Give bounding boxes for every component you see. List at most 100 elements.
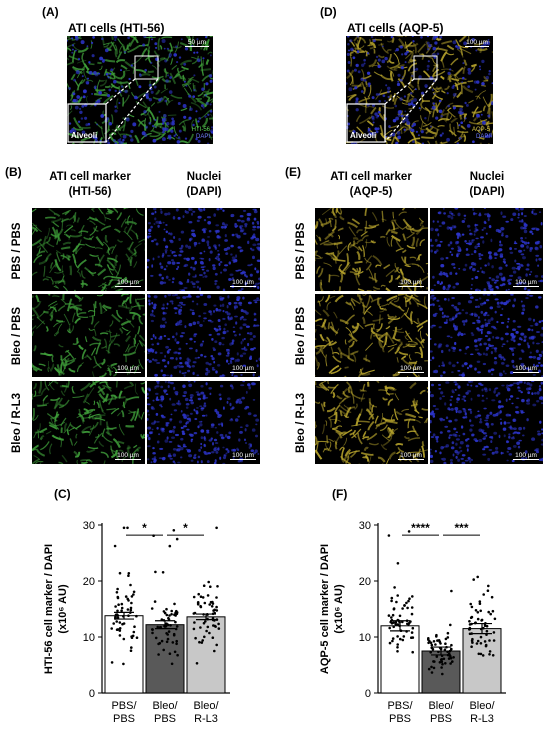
scale-bar-label: 100 µm — [400, 452, 422, 459]
data-point — [435, 633, 438, 637]
y-tick-label: 30 — [359, 520, 371, 532]
data-point — [166, 633, 169, 636]
data-point — [396, 635, 399, 638]
data-point — [161, 571, 165, 574]
data-point — [411, 636, 415, 639]
data-point — [135, 614, 138, 618]
scale-bar-label: 100 µm — [515, 452, 537, 459]
data-point — [403, 604, 406, 607]
data-point — [129, 606, 133, 610]
data-point — [430, 643, 434, 647]
data-point — [429, 651, 432, 654]
data-point — [116, 596, 120, 600]
data-point — [157, 653, 160, 656]
data-point — [132, 593, 135, 596]
bar — [421, 650, 461, 694]
data-point — [118, 634, 122, 637]
x-tick-label: Bleo/R-L3 — [469, 700, 495, 725]
data-point — [166, 637, 170, 641]
row-label-bleo-pbs-b: Bleo / PBS — [11, 306, 23, 366]
data-point — [167, 630, 171, 633]
data-point — [170, 662, 174, 666]
data-point — [388, 641, 392, 645]
data-point — [210, 605, 214, 608]
bar — [145, 624, 185, 694]
y-axis-label: HTI-56 cell marker / DAPI (x10⁶ AU) — [43, 544, 69, 674]
data-point — [215, 643, 218, 647]
data-point — [410, 631, 414, 634]
significance-label: * — [183, 521, 188, 535]
data-point — [484, 643, 488, 647]
data-point — [213, 649, 216, 653]
scale-bar-line — [513, 372, 539, 373]
data-point — [387, 614, 391, 617]
data-point — [444, 642, 447, 645]
data-point — [110, 627, 113, 630]
scale-bar-line — [398, 459, 424, 460]
scale-bar-line — [398, 286, 424, 287]
micrograph-hti56-dapi-row2: 100 µm — [147, 294, 260, 377]
data-point — [196, 601, 200, 604]
data-point — [493, 617, 497, 621]
data-point — [390, 616, 393, 619]
data-point — [162, 648, 165, 652]
data-point — [427, 637, 430, 640]
data-point — [124, 595, 128, 598]
data-point — [209, 585, 212, 588]
scale-bar: 100 µm — [230, 365, 256, 374]
data-point — [116, 587, 119, 591]
zoom-guide-line — [384, 78, 438, 143]
data-point — [199, 626, 202, 629]
data-point — [471, 641, 474, 644]
chart-hti56-quantification: HTI-56 cell marker / DAPI (x10⁶ AU) 0 10 20 3… — [43, 520, 230, 725]
data-point — [437, 650, 440, 654]
data-point — [399, 637, 402, 641]
data-point — [122, 622, 126, 625]
scale-bar: 50 µm — [185, 39, 209, 48]
data-point — [168, 652, 172, 655]
data-point — [171, 641, 175, 644]
data-point — [405, 601, 408, 605]
micrograph-aqp5-dapi-row2: 100 µm — [430, 294, 543, 377]
bar — [462, 628, 502, 694]
data-point — [450, 643, 453, 647]
scale-bar: 100 µm — [115, 279, 141, 288]
data-point — [436, 639, 439, 642]
data-point — [118, 627, 122, 630]
data-point — [211, 617, 215, 620]
data-point — [199, 604, 202, 608]
data-point — [131, 634, 135, 638]
scale-bar-label: 100 µm — [117, 365, 139, 372]
micrograph-hti56-marker-row2: 100 µm — [32, 294, 145, 377]
panel-d-label: (D) — [320, 5, 337, 19]
data-point — [126, 608, 130, 611]
data-point — [215, 609, 219, 612]
data-point — [452, 656, 455, 659]
data-point — [120, 606, 124, 610]
data-point — [444, 637, 448, 641]
data-point — [435, 655, 439, 658]
significance-label: **** — [411, 521, 430, 535]
data-point — [132, 630, 136, 634]
data-point — [394, 622, 397, 626]
data-point — [396, 562, 400, 565]
data-point — [114, 605, 117, 608]
data-point — [401, 638, 405, 642]
data-point — [406, 622, 409, 626]
data-point — [396, 650, 399, 653]
scale-bar-label: 100 µm — [232, 452, 254, 459]
data-point — [396, 594, 399, 597]
data-point — [215, 526, 218, 530]
data-point — [427, 667, 431, 671]
significance-label: * — [142, 521, 147, 535]
panel-d-title: ATI cells (AQP-5) — [347, 21, 444, 35]
data-point — [441, 662, 444, 666]
scale-bar: 100 µm — [230, 279, 256, 288]
micrograph-aqp5-dapi-row3: 100 µm — [430, 381, 543, 464]
row-label-pbs-pbs-e: PBS / PBS — [295, 222, 307, 280]
data-point — [213, 608, 216, 612]
data-point — [193, 611, 197, 615]
scale-bar: 100 µm — [115, 365, 141, 374]
data-point — [472, 578, 475, 581]
data-point — [391, 613, 395, 617]
